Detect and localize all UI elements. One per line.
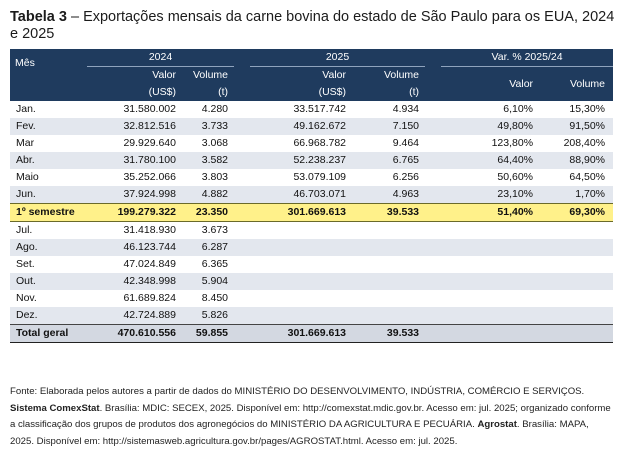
header-group-variation: Var. % 2025/24	[441, 49, 614, 67]
table-row: Jan. 31.580.002 4.280 33.517.742 4.934 6…	[16, 103, 606, 115]
table-row: Abr. 31.780.100 3.582 52.238.237 6.765 6…	[10, 152, 614, 169]
semester-total-row: 1º semestre 199.279.322 23.350 301.669.6…	[10, 203, 614, 222]
table-row: Nov. 61.689.824 8.450	[16, 292, 229, 304]
table-caption: – Exportações mensais da carne bovina do…	[10, 9, 615, 42]
header-mes: Mês	[10, 49, 87, 101]
header-row-columns: Valor (US$) Volume (t) Valor (US$) Volume (t…	[10, 66, 614, 101]
table-row: Dez. 42.724.889 5.826	[10, 307, 614, 325]
table-row: Maio 35.252.066 3.803 53.079.109 6.256 5…	[16, 171, 606, 183]
header-valor-2024: Valor (US$)	[87, 66, 182, 101]
header-valor-2025: Valor (US$)	[250, 66, 361, 101]
table-row: Ago. 46.123.744 6.287	[10, 239, 614, 256]
source-note: Fonte: Elaborada pelos autores a partir …	[10, 386, 611, 447]
header-group-2024: 2024	[87, 49, 235, 67]
table-row: Fev. 32.812.516 3.733 49.162.672 7.150 4…	[10, 118, 614, 135]
exports-table: Mês 2024 2025 Var. % 2025/24 Valor (US$) …	[10, 49, 614, 343]
table-row: Jun. 37.924.998 4.882 46.703.071 4.963 2…	[10, 186, 614, 204]
table-title: Tabela 3 – Exportações mensais da carne …	[10, 9, 615, 43]
table-row: Set. 47.024.849 6.365	[16, 258, 229, 270]
header-var-valor: Valor	[441, 66, 542, 101]
table-row: Jul. 31.418.930 3.673	[16, 224, 229, 236]
table-row: Mar 29.929.640 3.068 66.968.782 9.464 12…	[16, 137, 606, 149]
header-var-volume: Volume	[541, 66, 614, 101]
header-row-groups: Mês 2024 2025 Var. % 2025/24	[10, 49, 614, 101]
grand-total-row: Total geral 470.610.556 59.855 301.669.6…	[10, 324, 614, 343]
header-volume-2025: Volume (t)	[360, 66, 426, 101]
header-group-2025: 2025	[250, 49, 426, 67]
table-number: Tabela 3	[10, 9, 67, 25]
table-row: Out. 42.348.998 5.904	[10, 273, 614, 290]
header-volume-2024: Volume (t)	[182, 66, 235, 101]
